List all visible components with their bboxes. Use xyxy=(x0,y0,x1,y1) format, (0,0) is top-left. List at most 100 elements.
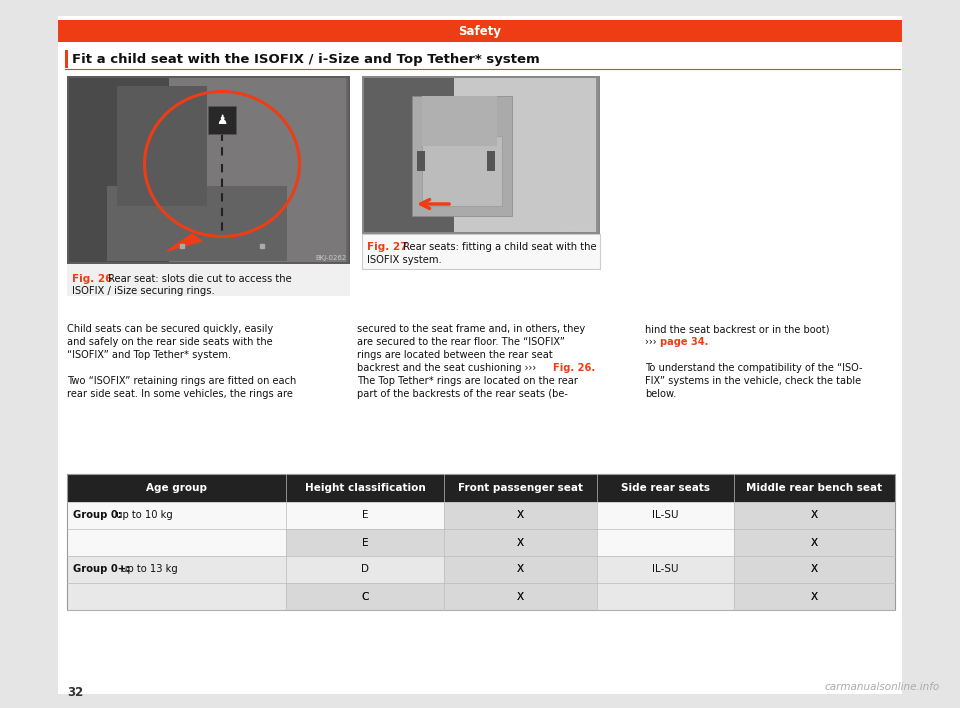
Bar xyxy=(362,76,600,234)
Bar xyxy=(444,502,597,529)
Text: Fig. 26: Fig. 26 xyxy=(72,274,112,284)
Text: Middle rear bench seat: Middle rear bench seat xyxy=(746,483,882,493)
Bar xyxy=(208,106,236,134)
Text: X: X xyxy=(516,537,524,547)
Text: X: X xyxy=(516,591,524,602)
Bar xyxy=(733,556,895,583)
Text: part of the backrests of the rear seats (be-: part of the backrests of the rear seats … xyxy=(357,389,568,399)
Text: IL-SU: IL-SU xyxy=(652,564,679,574)
Text: ›››: ››› xyxy=(645,337,660,347)
Bar xyxy=(444,529,597,556)
Bar xyxy=(69,78,169,262)
Bar xyxy=(417,151,425,171)
Text: X: X xyxy=(516,510,524,520)
Bar xyxy=(422,136,502,206)
Bar xyxy=(733,502,895,529)
Bar xyxy=(362,234,600,269)
Text: Rear seats: fitting a child seat with the: Rear seats: fitting a child seat with th… xyxy=(400,242,596,252)
Bar xyxy=(58,20,902,42)
Text: up to 10 kg: up to 10 kg xyxy=(113,510,173,520)
Text: below.: below. xyxy=(645,389,677,399)
Text: Rear seat: slots die cut to access the: Rear seat: slots die cut to access the xyxy=(105,274,292,284)
Text: are secured to the rear floor. The “ISOFIX”: are secured to the rear floor. The “ISOF… xyxy=(357,337,564,347)
Text: “ISOFIX” and Top Tether* system.: “ISOFIX” and Top Tether* system. xyxy=(67,350,231,360)
Bar xyxy=(67,502,895,529)
Text: Fit a child seat with the ISOFIX / i-Size and Top Tether* system: Fit a child seat with the ISOFIX / i-Siz… xyxy=(72,52,540,66)
Bar xyxy=(67,529,895,556)
Bar xyxy=(444,583,597,610)
Text: Fig. 26.: Fig. 26. xyxy=(553,363,595,373)
Text: ISOFIX system.: ISOFIX system. xyxy=(367,255,442,265)
Text: X: X xyxy=(516,564,524,574)
Bar xyxy=(67,474,895,502)
Text: X: X xyxy=(810,564,818,574)
Polygon shape xyxy=(167,234,202,251)
Text: X: X xyxy=(810,537,818,547)
Text: E: E xyxy=(362,537,369,547)
Text: D: D xyxy=(361,564,369,574)
Text: X: X xyxy=(516,510,524,520)
Text: Group 0+:: Group 0+: xyxy=(73,564,131,574)
Text: Safety: Safety xyxy=(459,25,501,38)
Text: ISOFIX / iSize securing rings.: ISOFIX / iSize securing rings. xyxy=(72,286,215,296)
Bar xyxy=(733,583,895,610)
Bar xyxy=(69,78,348,262)
Text: X: X xyxy=(516,591,524,602)
Text: secured to the seat frame and, in others, they: secured to the seat frame and, in others… xyxy=(357,324,586,334)
Text: X: X xyxy=(810,591,818,602)
Bar xyxy=(487,151,495,171)
Text: Two “ISOFIX” retaining rings are fitted on each: Two “ISOFIX” retaining rings are fitted … xyxy=(67,376,297,386)
Bar xyxy=(117,86,207,206)
Text: Front passenger seat: Front passenger seat xyxy=(458,483,583,493)
Text: BKJ-0262: BKJ-0262 xyxy=(316,255,347,261)
Text: carmanualsonline.info: carmanualsonline.info xyxy=(825,682,940,692)
Text: X: X xyxy=(516,537,524,547)
Text: The Top Tether* rings are located on the rear: The Top Tether* rings are located on the… xyxy=(357,376,578,386)
Bar xyxy=(65,50,68,68)
Bar xyxy=(67,264,350,296)
Bar xyxy=(444,529,597,556)
Bar xyxy=(444,583,597,610)
Bar xyxy=(169,78,346,262)
Text: FIX” systems in the vehicle, check the table: FIX” systems in the vehicle, check the t… xyxy=(645,376,861,386)
Text: C: C xyxy=(361,591,369,602)
Bar xyxy=(733,556,895,583)
Text: X: X xyxy=(810,510,818,520)
Text: X: X xyxy=(810,564,818,574)
Text: Height classification: Height classification xyxy=(304,483,425,493)
Bar xyxy=(67,76,350,264)
Text: Side rear seats: Side rear seats xyxy=(621,483,709,493)
Text: rear side seat. In some vehicles, the rings are: rear side seat. In some vehicles, the ri… xyxy=(67,389,293,399)
Bar xyxy=(286,583,444,610)
Text: hind the seat backrest or in the boot): hind the seat backrest or in the boot) xyxy=(645,324,829,334)
Text: Group 0:: Group 0: xyxy=(73,510,122,520)
Bar xyxy=(422,96,497,146)
Bar xyxy=(67,583,895,610)
Text: C: C xyxy=(361,591,369,602)
Text: 32: 32 xyxy=(67,686,84,699)
Bar xyxy=(67,474,895,610)
Text: E: E xyxy=(362,510,369,520)
Text: X: X xyxy=(810,591,818,602)
Bar xyxy=(286,529,444,556)
Text: rings are located between the rear seat: rings are located between the rear seat xyxy=(357,350,553,360)
Bar xyxy=(107,186,287,261)
Text: To understand the compatibility of the “ISO-: To understand the compatibility of the “… xyxy=(645,363,863,373)
Text: Age group: Age group xyxy=(146,483,207,493)
Bar xyxy=(733,502,895,529)
Text: page 34.: page 34. xyxy=(660,337,708,347)
Bar xyxy=(444,502,597,529)
Text: Fig. 27: Fig. 27 xyxy=(367,242,407,252)
Text: ♟: ♟ xyxy=(216,113,228,127)
Text: X: X xyxy=(516,564,524,574)
Bar xyxy=(364,78,454,232)
Bar xyxy=(364,78,598,232)
Text: BKJ-0268: BKJ-0268 xyxy=(565,225,597,231)
Bar xyxy=(286,583,444,610)
Bar xyxy=(454,78,596,232)
Text: IL-SU: IL-SU xyxy=(652,510,679,520)
Bar xyxy=(444,556,597,583)
Bar xyxy=(733,529,895,556)
Text: backrest and the seat cushioning ›››: backrest and the seat cushioning ››› xyxy=(357,363,540,373)
Text: E: E xyxy=(362,537,369,547)
